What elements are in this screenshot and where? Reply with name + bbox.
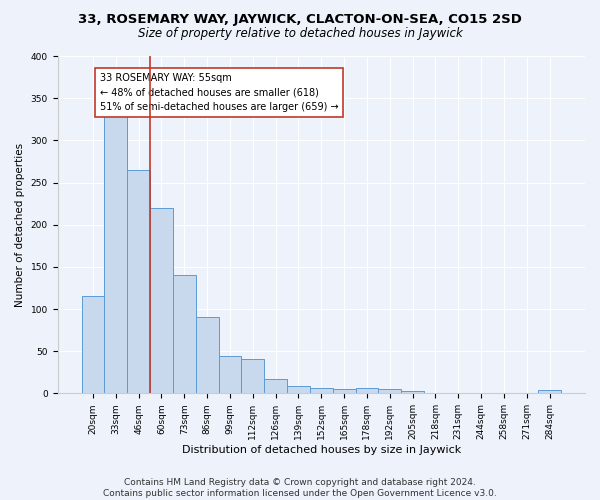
Bar (332, 389, 356, 394)
Bar (173, 276, 196, 394)
Bar (379, 389, 401, 394)
Bar (196, 318, 218, 394)
Bar (310, 388, 332, 394)
Text: 33 ROSEMARY WAY: 55sqm
← 48% of detached houses are smaller (618)
51% of semi-de: 33 ROSEMARY WAY: 55sqm ← 48% of detached… (100, 73, 338, 112)
Bar (82, 296, 104, 394)
Bar (241, 359, 264, 394)
Bar (127, 170, 150, 394)
Text: Contains HM Land Registry data © Crown copyright and database right 2024.
Contai: Contains HM Land Registry data © Crown c… (103, 478, 497, 498)
Bar (287, 386, 310, 394)
Bar (104, 115, 127, 394)
Bar (150, 208, 173, 394)
X-axis label: Distribution of detached houses by size in Jaywick: Distribution of detached houses by size … (182, 445, 461, 455)
Bar (264, 379, 287, 394)
Text: Size of property relative to detached houses in Jaywick: Size of property relative to detached ho… (137, 28, 463, 40)
Bar (356, 388, 379, 394)
Text: 33, ROSEMARY WAY, JAYWICK, CLACTON-ON-SEA, CO15 2SD: 33, ROSEMARY WAY, JAYWICK, CLACTON-ON-SE… (78, 12, 522, 26)
Bar (538, 390, 561, 394)
Bar (218, 356, 241, 394)
Bar (401, 391, 424, 394)
Y-axis label: Number of detached properties: Number of detached properties (15, 142, 25, 306)
